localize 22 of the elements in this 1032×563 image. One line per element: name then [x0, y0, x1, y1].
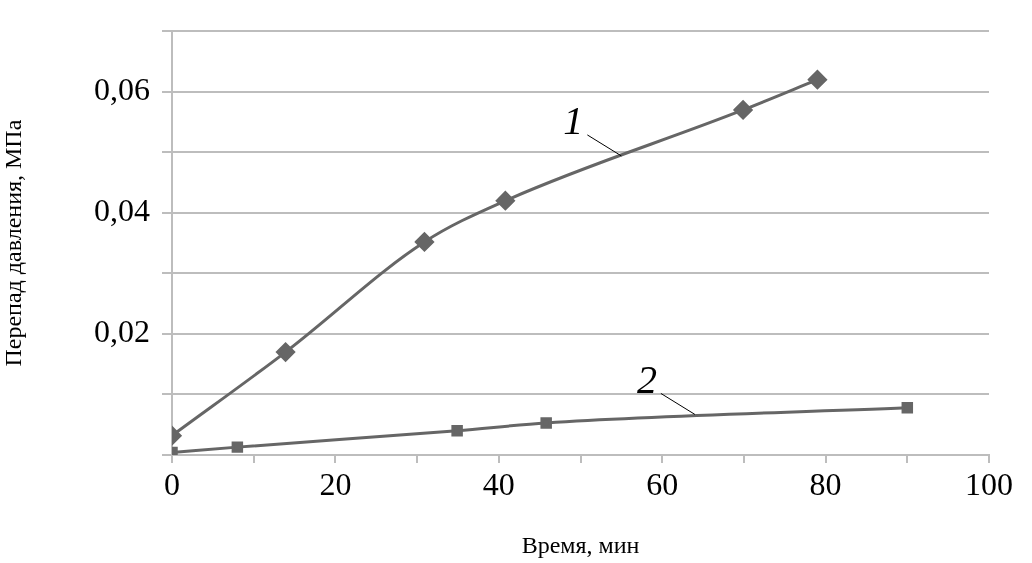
y-tick-label: 0,04	[94, 192, 150, 229]
point	[733, 100, 753, 120]
x-tick-label: 80	[809, 465, 842, 502]
point	[807, 70, 827, 90]
point	[901, 402, 914, 414]
y-tick-label: 0,02	[94, 313, 150, 350]
point	[540, 417, 552, 429]
point	[231, 441, 244, 453]
y-tick-label: 0,06	[94, 71, 150, 108]
point	[495, 191, 515, 211]
annotation: 2	[636, 356, 657, 402]
x-axis-title: Время, мин	[521, 531, 640, 558]
x-tick-label: 20	[319, 465, 352, 502]
annotation: 1	[563, 98, 584, 144]
point	[414, 232, 434, 252]
x-tick-label: 100	[965, 465, 1013, 502]
point	[451, 425, 463, 437]
x-tick-label: 40	[482, 465, 515, 502]
x-tick-label: 60	[646, 465, 679, 502]
point	[276, 342, 296, 362]
x-tick-label: 0	[164, 465, 180, 502]
y-axis-title: Перепад давления, МПа	[0, 119, 26, 367]
